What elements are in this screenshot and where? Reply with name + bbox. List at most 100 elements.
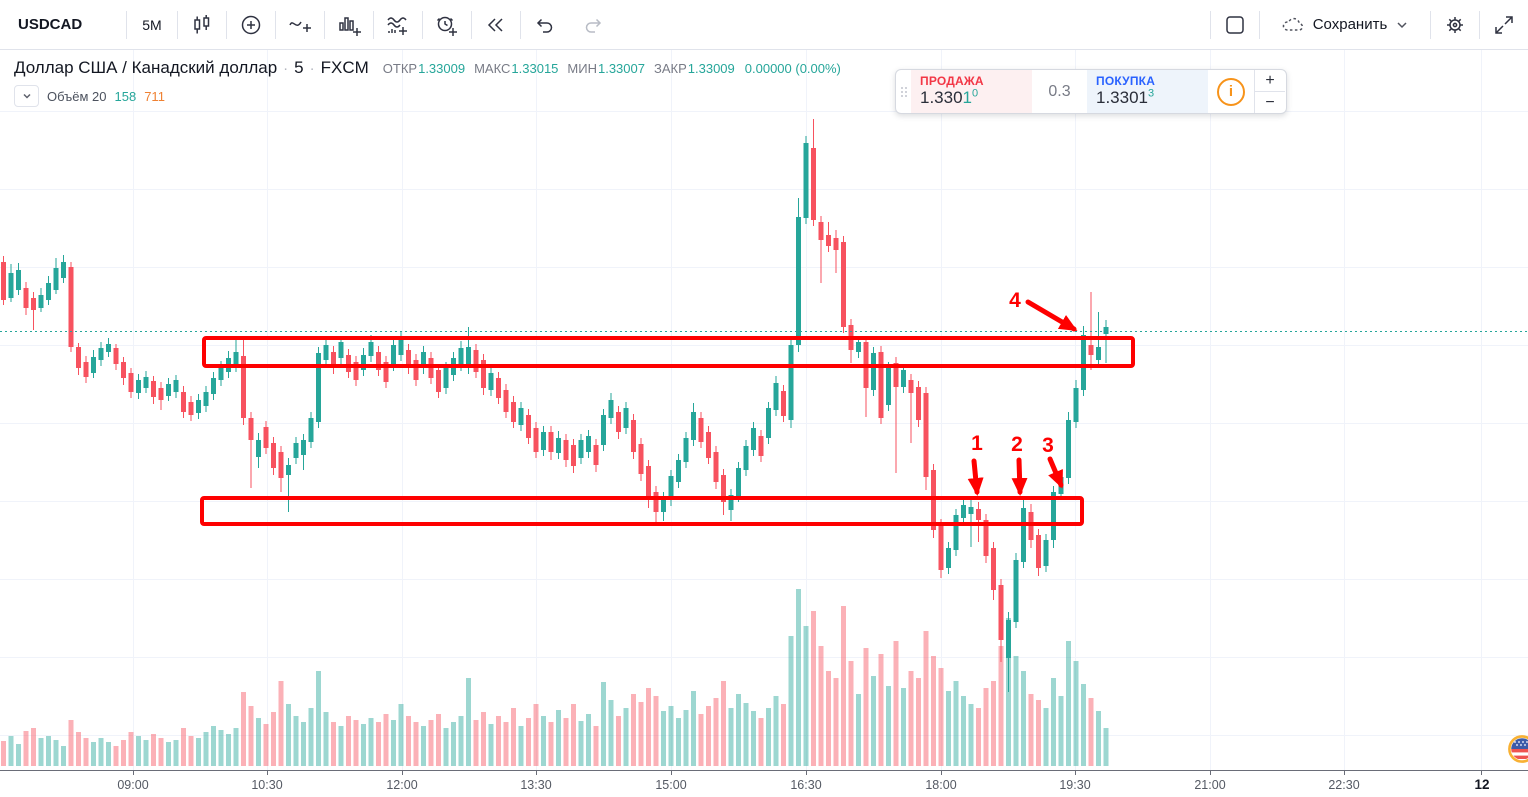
time-axis[interactable]: 09:00 10:30 12:00 13:30 15:00 16:30 18:00 19:30…	[0, 770, 1528, 797]
time-axis-label: 12:00	[386, 778, 417, 792]
legend-interval[interactable]: 5	[294, 58, 304, 77]
line-plus-icon	[289, 21, 311, 32]
arrow-4	[1025, 299, 1078, 332]
chart-type-button[interactable]	[178, 0, 226, 50]
toolbar-separator	[226, 10, 227, 39]
support-resistance-zones[interactable]	[200, 336, 1135, 526]
legend-collapse-button[interactable]	[14, 85, 39, 107]
time-axis-label: 21:00	[1194, 778, 1225, 792]
square-icon	[1226, 15, 1244, 34]
close-value: 1.33009	[687, 61, 735, 76]
undo-button[interactable]	[521, 0, 569, 50]
candlestick-icon	[194, 14, 210, 33]
gear-icon	[1447, 16, 1463, 33]
open-label: ОТКР	[382, 61, 418, 76]
volume-ma-value: 158	[114, 88, 137, 104]
close-label: ЗАКР	[653, 61, 687, 76]
buy-button[interactable]: ПОКУПКА 1.33013	[1087, 70, 1208, 113]
time-axis-label: 12	[1474, 777, 1489, 792]
expand-arrows-icon	[1495, 15, 1513, 34]
chart-legend: Доллар США / Канадский доллар · 5 · FXCM…	[14, 58, 841, 107]
interval-button[interactable]: 5M	[142, 16, 162, 33]
templates-button[interactable]	[374, 0, 422, 50]
symbol-legend-row: Доллар США / Канадский доллар · 5 · FXCM…	[14, 58, 841, 78]
drag-dots-icon	[900, 86, 907, 97]
layout-button[interactable]	[1211, 0, 1259, 50]
time-axis-label: 16:30	[790, 778, 821, 792]
order-panel-drag-handle[interactable]	[896, 70, 911, 113]
fundamentals-button[interactable]	[325, 0, 373, 50]
symbol-button[interactable]: USDCAD	[18, 16, 83, 33]
bars-plus-icon	[339, 16, 361, 36]
waves-plus-icon	[387, 16, 407, 35]
volume-legend-row: Объём 20 158 711	[14, 85, 841, 107]
annotation-arrows[interactable]: 1 2 3 4	[967, 289, 1078, 496]
sell-price: 1.33010	[920, 87, 979, 107]
toolbar-spacer	[617, 0, 1210, 50]
toolbar-separator	[520, 10, 521, 39]
time-axis-label: 15:00	[655, 778, 686, 792]
sell-label: ПРОДАЖА	[920, 74, 984, 88]
plus-circle-icon	[241, 15, 261, 34]
redo-button[interactable]	[569, 0, 617, 50]
sell-button[interactable]: ПРОДАЖА 1.33010	[911, 70, 1032, 113]
info-button[interactable]: i	[1208, 70, 1254, 113]
toolbar-separator	[177, 10, 178, 39]
buy-price: 1.33013	[1096, 87, 1155, 107]
arrow-3	[1047, 456, 1064, 489]
volume-series	[1, 589, 1109, 766]
dashed-cloud-icon	[1282, 17, 1303, 31]
toolbar-separator	[1210, 10, 1211, 39]
time-axis-label: 22:30	[1328, 778, 1359, 792]
resistance-zone	[202, 336, 1135, 368]
change-value: 0.00000 (0.00%)	[744, 61, 841, 76]
buy-label: ПОКУПКА	[1096, 74, 1156, 88]
high-label: МАКС	[474, 61, 511, 76]
open-value: 1.33009	[418, 61, 466, 76]
fullscreen-button[interactable]	[1480, 0, 1528, 50]
order-panel: ПРОДАЖА 1.33010 0.3 ПОКУПКА 1.33013 i + …	[895, 69, 1287, 114]
replay-button[interactable]	[472, 0, 520, 50]
arrow-label-1: 1	[971, 432, 983, 455]
legend-separator-dot: ·	[309, 60, 315, 77]
info-icon: i	[1217, 77, 1245, 106]
candle-series	[1, 119, 1109, 692]
toolbar-separator	[471, 10, 472, 39]
high-value: 1.33015	[511, 61, 559, 76]
time-axis-label: 18:00	[925, 778, 956, 792]
chevron-down-icon	[22, 93, 31, 99]
legend-separator-dot: ·	[283, 60, 289, 77]
redo-arrow-icon	[585, 18, 602, 33]
toolbar-separator	[1430, 10, 1431, 39]
toolbar-separator	[422, 10, 423, 39]
toolbar-separator	[1259, 10, 1260, 39]
time-axis-label: 09:00	[117, 778, 148, 792]
arrow-2	[1011, 457, 1028, 496]
symbol-title[interactable]: Доллар США / Канадский доллар	[14, 58, 278, 77]
toolbar-separator	[1479, 10, 1480, 39]
settings-button[interactable]	[1431, 0, 1479, 50]
save-button[interactable]: Сохранить	[1260, 0, 1430, 50]
arrow-1	[967, 458, 984, 496]
alert-button[interactable]	[423, 0, 471, 50]
usd-flag-icon	[1508, 735, 1528, 763]
arrow-label-3: 3	[1042, 434, 1054, 457]
spread-value: 0.3	[1032, 70, 1087, 113]
top-toolbar: USDCAD 5M	[0, 0, 1528, 50]
time-axis-label: 19:30	[1059, 778, 1090, 792]
toolbar-separator	[126, 10, 127, 39]
time-axis-label: 13:30	[520, 778, 551, 792]
grid-lines	[0, 50, 1528, 770]
compare-button[interactable]	[227, 0, 275, 50]
order-size-stepper: + −	[1254, 70, 1285, 113]
decrease-button[interactable]: −	[1265, 93, 1275, 111]
indicators-button[interactable]	[276, 0, 324, 50]
ohlc-stats: ОТКР1.33009 МАКС1.33015 МИН1.33007 ЗАКР1…	[383, 61, 841, 76]
increase-button[interactable]: +	[1255, 70, 1285, 92]
save-button-label: Сохранить	[1312, 16, 1388, 33]
volume-study-label: Объём 20	[47, 88, 107, 104]
legend-exchange[interactable]: FXCM	[320, 58, 369, 77]
rewind-icon	[487, 17, 503, 32]
